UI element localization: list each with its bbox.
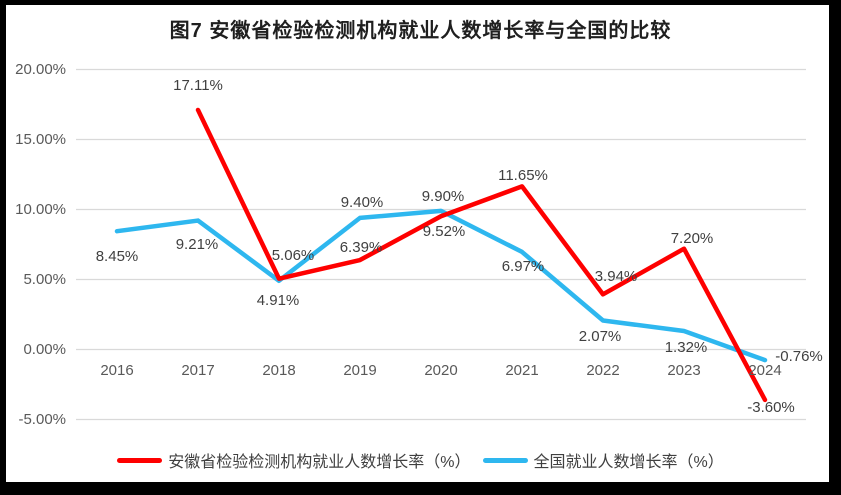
y-tick-label: 15.00% bbox=[15, 130, 66, 148]
screenshot-border-right bbox=[829, 0, 841, 495]
y-tick-label: 0.00% bbox=[23, 340, 66, 358]
legend-line-swatch bbox=[117, 457, 163, 463]
chart-legend: 安徽省检验检测机构就业人数增长率（%） 全国就业人数增长率（%） bbox=[0, 448, 841, 472]
data-label: 7.20% bbox=[670, 229, 714, 247]
x-tick-label: 2018 bbox=[262, 362, 296, 379]
data-label: 2.07% bbox=[578, 327, 622, 345]
legend-label: 安徽省检验检测机构就业人数增长率（%） bbox=[168, 454, 471, 471]
data-label: 6.39% bbox=[339, 239, 383, 257]
y-tick-label: 20.00% bbox=[15, 60, 66, 78]
y-tick-label: 5.00% bbox=[23, 270, 66, 288]
screenshot-border-bottom bbox=[0, 482, 841, 495]
x-tick-label: 2022 bbox=[586, 362, 620, 379]
data-label: 9.52% bbox=[422, 223, 466, 241]
data-label: 11.65% bbox=[498, 167, 548, 185]
y-tick-label: -5.00% bbox=[18, 410, 66, 428]
legend-item-national: 全国就业人数增长率（%） bbox=[482, 448, 724, 472]
x-tick-label: 2021 bbox=[505, 362, 539, 379]
data-label: 8.45% bbox=[95, 248, 139, 266]
y-tick-label: 10.00% bbox=[15, 200, 66, 218]
legend-label: 全国就业人数增长率（%） bbox=[533, 454, 724, 471]
series-line-national bbox=[114, 208, 768, 363]
data-label: 17.11% bbox=[173, 76, 223, 94]
x-tick-label: 2024 bbox=[748, 362, 782, 379]
data-label: 3.94% bbox=[594, 268, 638, 286]
data-label: -3.60% bbox=[747, 398, 795, 416]
data-label: 9.40% bbox=[340, 193, 384, 211]
series-line-anhui bbox=[195, 107, 768, 403]
legend-item-anhui: 安徽省检验检测机构就业人数增长率（%） bbox=[117, 448, 471, 472]
data-label: -0.76% bbox=[775, 348, 823, 366]
x-tick-label: 2019 bbox=[343, 362, 377, 379]
data-label: 6.97% bbox=[501, 257, 545, 275]
screenshot-border-top bbox=[0, 0, 841, 5]
screenshot-border-left bbox=[0, 0, 6, 495]
x-tick-label: 2016 bbox=[100, 362, 134, 379]
legend-line-swatch bbox=[482, 457, 528, 463]
data-label: 1.32% bbox=[664, 339, 708, 357]
data-label: 5.06% bbox=[271, 246, 315, 264]
data-label: 4.91% bbox=[256, 291, 300, 309]
x-tick-label: 2017 bbox=[181, 362, 215, 379]
chart-title: 图7 安徽省检验检测机构就业人数增长率与全国的比较 bbox=[169, 20, 672, 42]
x-tick-label: 2023 bbox=[667, 362, 701, 379]
data-label: 9.21% bbox=[175, 235, 219, 253]
data-label: 9.90% bbox=[421, 187, 465, 205]
x-tick-label: 2020 bbox=[424, 362, 458, 379]
